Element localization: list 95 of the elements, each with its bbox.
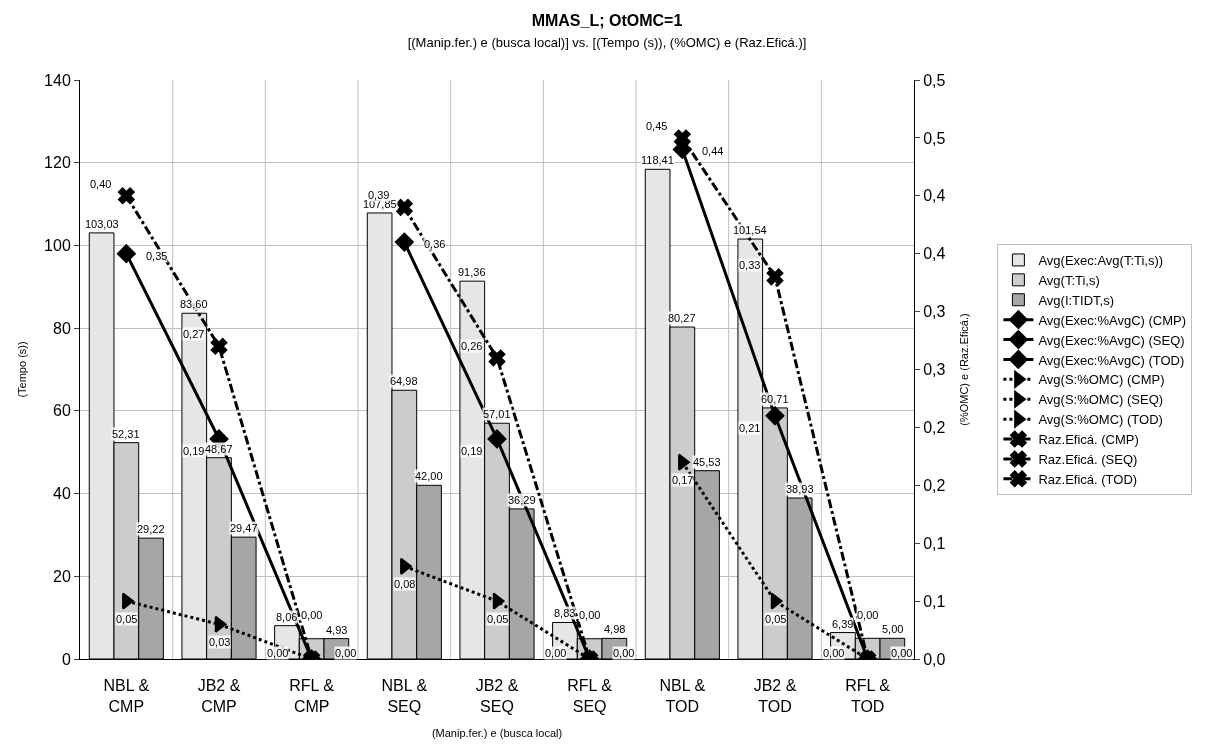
data-label: 0,44 bbox=[702, 145, 724, 157]
y2-tick-label: 0,4 bbox=[923, 245, 946, 263]
data-label: 0,33 bbox=[739, 259, 761, 271]
data-label: 0,05 bbox=[116, 613, 138, 625]
y2-tick-label: 0,3 bbox=[923, 303, 946, 321]
data-label: 6,39 bbox=[832, 618, 854, 630]
x-tick-label: JB2 & CMP bbox=[197, 677, 241, 715]
y-axis-title: (Tempo (s)) bbox=[15, 341, 28, 398]
data-label: 8,06 bbox=[276, 611, 298, 623]
data-label: 0,19 bbox=[183, 445, 205, 457]
data-label: 38,93 bbox=[786, 483, 814, 495]
data-label: 0,17 bbox=[672, 474, 694, 486]
data-label: 29,47 bbox=[230, 522, 258, 534]
data-label: 52,31 bbox=[112, 428, 140, 440]
legend-label: Avg(Exec:Avg(T:Ti,s)) bbox=[1038, 253, 1164, 269]
data-label: 4,93 bbox=[326, 624, 348, 636]
y2-tick-label: 0,1 bbox=[923, 592, 946, 610]
y2-tick-label: 0,4 bbox=[923, 187, 946, 205]
x-tick-label: RFL & CMP bbox=[289, 677, 335, 715]
data-label: 0,35 bbox=[146, 250, 168, 262]
data-label: 0,00 bbox=[545, 647, 567, 659]
y-tick-label: 80 bbox=[53, 319, 71, 337]
y-tick-label: 100 bbox=[44, 237, 71, 255]
data-label: 0,00 bbox=[891, 647, 913, 659]
y-tick-label: 140 bbox=[44, 71, 71, 89]
y2-tick-label: 0,1 bbox=[923, 534, 946, 552]
legend-label: Avg(Exec:%AvgC) (SEQ) bbox=[1038, 332, 1185, 348]
legend-label: Avg(I:TIDT,s) bbox=[1038, 292, 1115, 308]
chart-title: MMAS_L; OtOMC=1 bbox=[531, 12, 683, 30]
data-label: 101,54 bbox=[733, 224, 767, 236]
data-label: 57,01 bbox=[483, 408, 511, 420]
data-label: 36,29 bbox=[508, 494, 536, 506]
y2-tick-label: 0,2 bbox=[923, 476, 946, 494]
data-label: 0,19 bbox=[461, 445, 483, 457]
x-tick-label: RFL & TOD bbox=[845, 677, 891, 715]
data-label: 0,39 bbox=[368, 189, 390, 201]
data-label: 0,00 bbox=[335, 647, 357, 659]
data-label: 48,67 bbox=[205, 443, 233, 455]
data-label: 0,05 bbox=[487, 613, 509, 625]
data-label: 0,00 bbox=[579, 609, 601, 621]
legend-label: Avg(S:%OMC) (CMP) bbox=[1038, 372, 1165, 388]
data-label: 0,45 bbox=[646, 120, 668, 132]
legend-label: Raz.Eficá. (SEQ) bbox=[1038, 452, 1138, 468]
y2-axis-title: (%OMC) e (Raz.Eficá.) bbox=[957, 313, 970, 426]
data-label: 0,00 bbox=[613, 647, 635, 659]
legend-label: Raz.Eficá. (CMP) bbox=[1038, 432, 1139, 448]
x-tick-label: RFL & SEQ bbox=[567, 677, 613, 715]
legend-label: Avg(S:%OMC) (TOD) bbox=[1038, 412, 1163, 428]
y2-tick-label: 0,5 bbox=[923, 129, 946, 147]
data-label: 60,71 bbox=[761, 393, 789, 405]
data-label: 83,60 bbox=[180, 298, 208, 310]
legend-label: Raz.Eficá. (TOD) bbox=[1038, 471, 1138, 487]
y2-tick-label: 0,5 bbox=[923, 71, 946, 89]
x-axis-title: (Manip.fer.) e (busca local) bbox=[431, 727, 563, 740]
y2-tick-label: 0,2 bbox=[923, 419, 946, 436]
data-label: 0,00 bbox=[301, 609, 323, 621]
data-label: 0,05 bbox=[765, 613, 787, 625]
legend-label: Avg(T:Ti,s) bbox=[1038, 272, 1100, 288]
data-label: 0,21 bbox=[739, 422, 761, 434]
legend-label: Avg(Exec:%AvgC) (CMP) bbox=[1038, 312, 1187, 328]
data-label: 64,98 bbox=[390, 375, 418, 387]
data-label: 45,53 bbox=[693, 456, 721, 468]
data-label: 118,41 bbox=[641, 154, 674, 166]
x-tick-label: NBL & TOD bbox=[659, 677, 706, 715]
y2-tick-label: 0,3 bbox=[923, 361, 946, 379]
x-tick-label: NBL & SEQ bbox=[381, 677, 428, 715]
data-label: 80,27 bbox=[668, 312, 696, 324]
data-label: 5,00 bbox=[882, 623, 904, 635]
x-tick-label: NBL & CMP bbox=[103, 677, 150, 715]
data-label: 91,36 bbox=[458, 266, 486, 278]
data-label: 4,98 bbox=[604, 623, 626, 635]
chart-subtitle: [(Manip.fer.) e (busca local)] vs. [(Tempo (s)), (%OMC) e (Raz.Eficá.)] bbox=[407, 35, 807, 51]
x-tick-label: JB2 & SEQ bbox=[475, 677, 519, 715]
data-label: 0,26 bbox=[461, 340, 483, 352]
y2-tick-label: 0,0 bbox=[923, 650, 946, 668]
y-tick-label: 0 bbox=[61, 650, 71, 668]
y-tick-label: 60 bbox=[53, 402, 71, 420]
data-label: 103,03 bbox=[85, 218, 119, 230]
y-tick-label: 40 bbox=[53, 485, 71, 503]
data-label: 0,08 bbox=[394, 578, 416, 590]
y-tick-label: 20 bbox=[53, 567, 71, 585]
data-label: 0,00 bbox=[267, 647, 289, 659]
data-label: 29,22 bbox=[137, 523, 165, 535]
data-label: 0,03 bbox=[209, 636, 231, 648]
data-label: 8,83 bbox=[554, 607, 576, 619]
x-tick-label: JB2 & TOD bbox=[753, 677, 797, 715]
data-label: 42,00 bbox=[415, 470, 443, 482]
data-label: 0,27 bbox=[183, 328, 205, 340]
legend-label: Avg(S:%OMC) (SEQ) bbox=[1038, 392, 1164, 408]
legend-label: Avg(Exec:%AvgC) (TOD) bbox=[1038, 352, 1185, 368]
data-label: 0,40 bbox=[90, 178, 112, 190]
data-label: 0,00 bbox=[857, 609, 879, 621]
data-label: 0,00 bbox=[823, 647, 845, 659]
data-label: 0,36 bbox=[424, 238, 446, 250]
y-tick-label: 120 bbox=[44, 154, 71, 172]
